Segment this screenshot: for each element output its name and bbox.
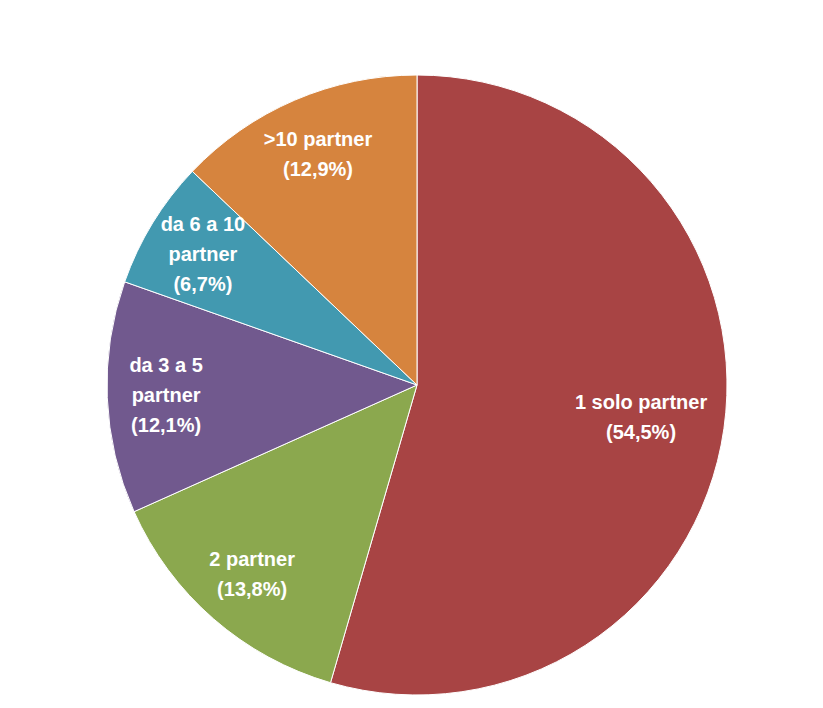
svg-text:1 solo partner(54,5%): 1 solo partner(54,5%) xyxy=(575,391,707,443)
svg-text:2 partner(13,8%): 2 partner(13,8%) xyxy=(209,548,295,600)
svg-text:da 6 a 10partner(6,7%): da 6 a 10partner(6,7%) xyxy=(161,213,246,295)
svg-text:da 3 a 5partner(12,1%): da 3 a 5partner(12,1%) xyxy=(129,354,202,436)
svg-text:>10 partner(12,9%): >10 partner(12,9%) xyxy=(264,128,373,180)
